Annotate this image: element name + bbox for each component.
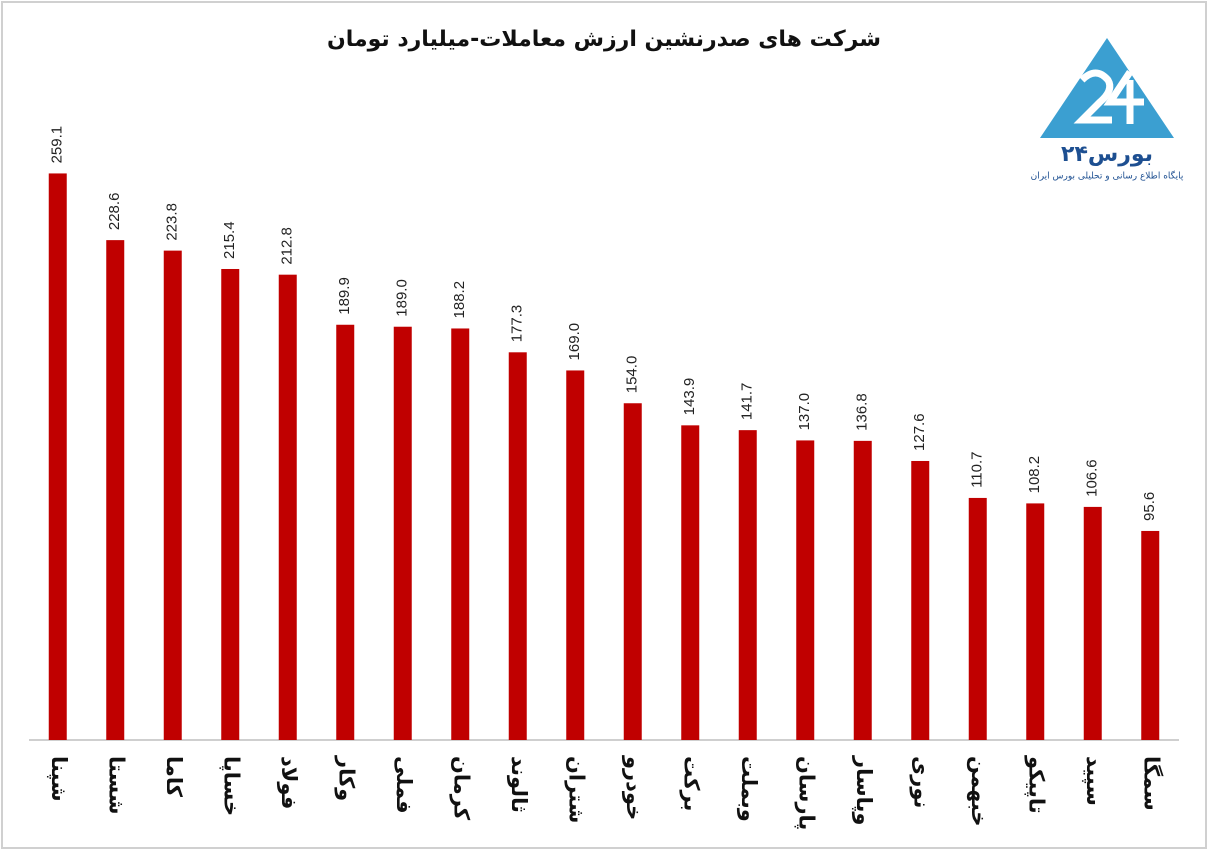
bar	[968, 497, 987, 740]
bar	[796, 440, 815, 740]
bar	[336, 324, 355, 740]
x-tick-label: خودرو	[622, 755, 646, 820]
logo-digit	[1103, 70, 1144, 124]
x-tick-label: نوری	[909, 756, 933, 808]
bar	[106, 240, 125, 741]
bar	[451, 328, 470, 740]
value-label: 110.7	[969, 451, 986, 487]
x-tick-label: وکار	[334, 755, 358, 801]
bar	[393, 326, 412, 740]
value-label: 136.8	[854, 393, 871, 431]
x-tick-label: وپاسار	[852, 755, 876, 825]
x-tick-label: خبهمن	[967, 756, 991, 827]
bar	[48, 173, 67, 740]
bar	[1026, 503, 1045, 740]
x-tick-label: فملی	[392, 756, 416, 814]
value-label: 108.2	[1026, 456, 1043, 494]
bar	[623, 403, 642, 740]
chart-title: شرکت های صدرنشین ارزش معاملات-میلیارد تو…	[327, 27, 881, 52]
bar	[278, 274, 297, 740]
logo-name: بورس۲۴	[1061, 142, 1153, 167]
value-label: 212.8	[279, 227, 296, 265]
value-label: 215.4	[221, 221, 238, 259]
value-label: 127.6	[911, 413, 928, 451]
x-tick-label: پارسان	[794, 756, 818, 830]
value-label: 259.1	[49, 126, 66, 164]
x-tick-label: کرمان	[449, 756, 473, 821]
x-tick-label: تاپیکو	[1024, 755, 1048, 814]
bar	[163, 250, 182, 740]
bar	[911, 460, 930, 740]
value-label: 188.2	[451, 281, 468, 319]
value-label: 228.6	[106, 193, 123, 231]
x-tick-label: فولاد	[277, 756, 301, 809]
value-label: 177.3	[509, 305, 526, 343]
value-label: 154.0	[624, 356, 641, 394]
bar	[1083, 506, 1102, 740]
x-tick-label: وبملت	[737, 756, 761, 822]
value-label: 95.6	[1141, 492, 1158, 521]
x-tick-label: شپنا	[47, 756, 71, 802]
x-tick-label: کاما	[162, 756, 186, 798]
x-tick-label: برکت	[679, 756, 703, 811]
bar	[853, 440, 872, 740]
x-tick-label: سپید	[1082, 756, 1106, 806]
value-label: 106.6	[1084, 459, 1101, 497]
value-label: 137.0	[796, 393, 813, 431]
bar	[221, 268, 240, 740]
value-label: 143.9	[681, 378, 698, 416]
bar	[681, 425, 700, 740]
x-tick-label: شستا	[104, 756, 128, 814]
x-tick-label: خساپا	[219, 756, 243, 816]
bar	[738, 430, 757, 740]
bar	[566, 370, 585, 740]
value-label: 169.0	[566, 323, 583, 361]
x-tick-label: ثالوند	[507, 756, 531, 813]
x-tick-label: سمگا	[1139, 756, 1164, 811]
x-tick-label: شتران	[564, 756, 588, 823]
logo-tagline: پایگاه اطلاع رسانی و تحلیلی بورس ایران	[1031, 170, 1184, 182]
logo: بورس۲۴ پایگاه اطلاع رسانی و تحلیلی بورس …	[1031, 38, 1184, 182]
value-label: 141.7	[739, 383, 756, 421]
bar	[508, 352, 527, 740]
value-label: 189.0	[394, 279, 411, 317]
bar	[1141, 530, 1160, 740]
value-label: 223.8	[164, 203, 181, 241]
logo-digit	[1073, 69, 1114, 124]
value-label: 189.9	[336, 277, 353, 315]
